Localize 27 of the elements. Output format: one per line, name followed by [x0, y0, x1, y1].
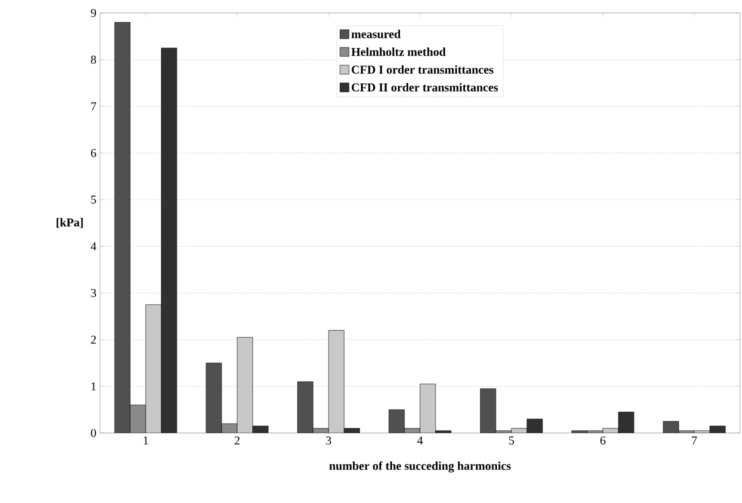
y-tick-label: 3 — [91, 288, 96, 297]
legend-label: measured — [351, 30, 401, 38]
x-tick-label: 4 — [417, 436, 423, 444]
x-tick-label: 1 — [144, 436, 148, 444]
legend-label: CFD I order transmittances — [352, 65, 494, 74]
y-axis-title: [kPa] — [56, 218, 83, 228]
y-tick-label: 6 — [91, 148, 96, 157]
x-tick-label: 7 — [692, 436, 697, 444]
x-tick-label: 3 — [326, 436, 332, 445]
y-tick-label: 1 — [92, 382, 96, 390]
x-tick-label: 5 — [509, 436, 514, 444]
x-tick-label: 6 — [600, 436, 606, 445]
x-axis-title: number of the succeding harmonics — [329, 461, 511, 472]
bar — [420, 384, 436, 433]
bar — [328, 330, 344, 433]
legend-label: CFD II order transmittances — [352, 83, 498, 92]
x-tick-label: 2 — [234, 436, 240, 444]
y-tick-label: 2 — [91, 336, 96, 344]
y-tick-label: 4 — [90, 242, 96, 250]
legend-label: Helmholtz method — [351, 48, 446, 56]
y-tick-label: 5 — [91, 196, 96, 204]
y-tick-label: 0 — [90, 428, 96, 438]
y-tick-label: 8 — [90, 56, 96, 64]
y-tick-label: 9 — [90, 8, 96, 17]
bar — [146, 304, 162, 433]
bar — [236, 337, 253, 433]
y-tick-label: 7 — [91, 102, 96, 110]
